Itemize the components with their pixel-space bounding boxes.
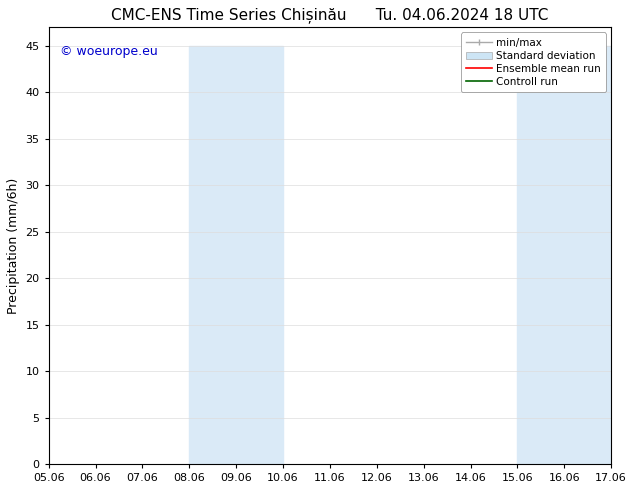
Bar [517, 46, 611, 464]
Y-axis label: Precipitation (mm/6h): Precipitation (mm/6h) [7, 177, 20, 314]
Bar [190, 46, 283, 464]
Text: © woeurope.eu: © woeurope.eu [60, 45, 158, 58]
Legend: min/max, Standard deviation, Ensemble mean run, Controll run: min/max, Standard deviation, Ensemble me… [460, 32, 606, 92]
Title: CMC-ENS Time Series Chișinău      Tu. 04.06.2024 18 UTC: CMC-ENS Time Series Chișinău Tu. 04.06.2… [111, 7, 548, 23]
